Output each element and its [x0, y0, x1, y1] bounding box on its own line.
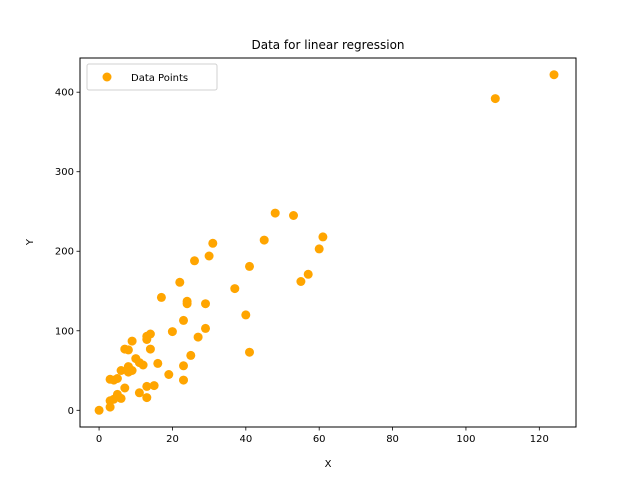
x-tick-label-100: 100 [456, 434, 475, 445]
x-tick-label-20: 20 [166, 434, 179, 445]
data-point-6 [112, 374, 122, 383]
data-point-30 [164, 370, 174, 379]
y-tick-label-100: 100 [55, 326, 74, 337]
data-point-33 [179, 315, 188, 325]
data-point-44 [208, 238, 218, 248]
plot-area-frame [79, 57, 577, 428]
data-point-54 [314, 244, 324, 254]
data-point-27 [149, 381, 159, 391]
data-points-layer [94, 70, 559, 415]
data-point-20 [138, 360, 148, 370]
data-point-39 [190, 256, 199, 266]
data-point-35 [179, 375, 188, 385]
y-tick-label-400: 400 [55, 88, 74, 99]
data-point-31 [167, 327, 177, 337]
data-point-55 [318, 232, 328, 242]
chart-title: Data for linear regression [251, 38, 404, 52]
data-point-51 [289, 211, 298, 220]
data-point-47 [245, 261, 254, 271]
x-axis-label: X [325, 459, 332, 470]
data-point-0 [94, 405, 104, 415]
legend-marker [102, 72, 112, 82]
data-point-10 [120, 383, 130, 393]
data-point-16 [127, 366, 137, 375]
data-point-34 [179, 361, 188, 371]
y-axis-ticks: 0 100 200 300 400 [55, 88, 80, 417]
y-tick-label-0: 0 [68, 406, 74, 417]
data-point-48 [245, 347, 254, 357]
x-axis-ticks: 0 20 40 60 80 100 120 [96, 427, 549, 445]
x-tick-label-40: 40 [239, 434, 252, 445]
data-point-9 [116, 393, 126, 403]
data-point-56 [490, 94, 500, 104]
data-point-14 [123, 345, 133, 355]
data-point-1 [105, 402, 115, 412]
data-point-42 [201, 323, 210, 333]
x-tick-label-0: 0 [96, 434, 102, 445]
data-point-32 [175, 277, 185, 287]
data-point-8 [116, 366, 126, 375]
data-point-23 [142, 381, 152, 391]
data-point-41 [201, 299, 210, 309]
data-point-53 [303, 269, 313, 279]
data-point-52 [296, 277, 306, 286]
legend: Data Points [86, 63, 218, 91]
y-axis-label: Y [25, 238, 36, 246]
y-tick-label-200: 200 [55, 247, 74, 258]
data-point-45 [230, 284, 240, 294]
data-point-57 [549, 70, 559, 80]
data-point-50 [270, 208, 280, 218]
data-point-28 [153, 358, 163, 368]
legend-label: Data Points [131, 73, 188, 84]
x-tick-label-60: 60 [313, 434, 326, 445]
data-point-15 [127, 336, 137, 346]
data-point-29 [156, 292, 166, 302]
data-point-19 [134, 388, 144, 398]
x-tick-label-80: 80 [386, 434, 399, 445]
y-tick-label-300: 300 [55, 167, 74, 178]
data-point-25 [145, 329, 155, 339]
data-point-26 [145, 344, 155, 354]
data-point-49 [259, 235, 269, 245]
x-tick-label-120: 120 [530, 434, 549, 445]
data-point-38 [186, 350, 196, 360]
legend-box [86, 63, 218, 91]
data-point-40 [193, 332, 203, 342]
data-point-24 [142, 393, 152, 403]
data-point-46 [241, 310, 251, 320]
data-point-37 [182, 299, 192, 309]
data-point-43 [204, 251, 214, 261]
